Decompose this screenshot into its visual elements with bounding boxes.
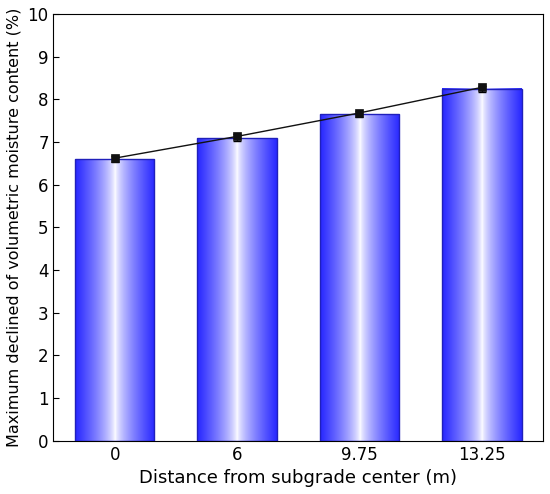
Y-axis label: Maximum declined of volumetric moisture content (%): Maximum declined of volumetric moisture … xyxy=(7,7,22,447)
Bar xyxy=(320,114,399,441)
Bar xyxy=(442,88,521,441)
Bar xyxy=(75,159,155,441)
Bar xyxy=(197,138,277,441)
X-axis label: Distance from subgrade center (m): Distance from subgrade center (m) xyxy=(139,469,457,487)
